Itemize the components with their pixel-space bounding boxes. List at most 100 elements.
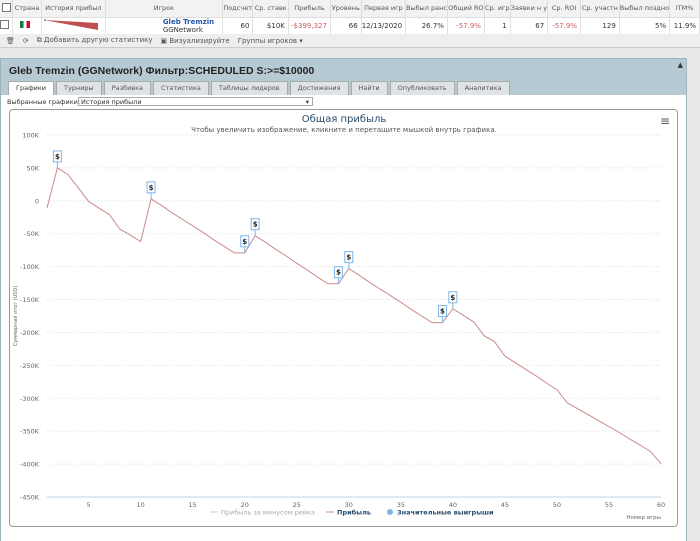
- x-tick-label: 30: [345, 501, 353, 509]
- big-win-dollar-icon: $: [55, 153, 60, 161]
- y-tick-label: -150K: [20, 296, 40, 304]
- y-tick-label: -50K: [24, 230, 40, 238]
- big-win-dollar-icon: $: [149, 184, 154, 192]
- player-groups-dropdown[interactable]: Группы игроков ▾: [237, 36, 303, 45]
- x-tick-label: 5: [87, 501, 91, 509]
- table-row[interactable]: Gleb Tremzin GGNetwork 60 $10K -$399,327 …: [0, 17, 700, 34]
- legend-item[interactable]: Прибыль: [337, 509, 371, 517]
- column-header[interactable]: Общий RO: [447, 0, 485, 18]
- row-checkbox[interactable]: [0, 20, 10, 30]
- tab-1[interactable]: Турниры: [56, 81, 102, 95]
- player-network: GGNetwork: [162, 25, 203, 34]
- column-header[interactable]: Прибыль: [288, 0, 331, 18]
- cell-late-out: 5%: [619, 17, 671, 34]
- select-all-checkbox-cell[interactable]: [0, 0, 14, 18]
- column-header[interactable]: Заявки н у: [510, 0, 549, 18]
- cell-total-roi: -57.9%: [447, 17, 485, 34]
- column-header[interactable]: Первая игр: [361, 0, 407, 18]
- legend-dot-symbol: [387, 509, 393, 515]
- x-tick-label: 10: [137, 501, 145, 509]
- hamburger-icon[interactable]: ≡: [660, 114, 670, 128]
- big-win-flag: [52, 150, 62, 163]
- add-stat-button[interactable]: ⧉ Добавить другую статистику: [36, 36, 153, 44]
- column-header[interactable]: Ср. ROI: [547, 0, 581, 18]
- big-win-flag: [333, 266, 343, 279]
- x-axis-label: Номер игры: [626, 515, 661, 521]
- y-tick-label: -200K: [20, 329, 40, 337]
- column-header[interactable]: История прибыл: [41, 0, 106, 18]
- x-tick-label: 60: [657, 501, 665, 509]
- x-tick-label: 55: [605, 501, 613, 509]
- cell-early-out: 26.7%: [405, 17, 448, 34]
- cell-avg-games: 1: [484, 17, 511, 34]
- x-tick-label: 45: [501, 501, 509, 509]
- tab-7[interactable]: Опубликовать: [389, 81, 455, 95]
- tab-2[interactable]: Разбивка: [103, 81, 152, 95]
- x-tick-label: 25: [293, 501, 301, 509]
- scroll-up-arrow-icon[interactable]: ▲: [677, 61, 683, 69]
- big-win-flag: [146, 181, 156, 194]
- column-header[interactable]: Игрок: [105, 0, 224, 18]
- x-tick-label: 20: [241, 501, 249, 509]
- tab-3[interactable]: Статистика: [153, 81, 209, 95]
- select-all-checkbox[interactable]: [1, 2, 11, 12]
- legend-item[interactable]: Прибыль за минусом рейка: [221, 509, 315, 517]
- y-tick-label: -300K: [20, 395, 40, 403]
- cell-first-game: 12/13/2020: [361, 17, 407, 34]
- column-header[interactable]: Уровень: [330, 0, 362, 18]
- column-header[interactable]: Ср. участн: [580, 0, 620, 18]
- x-tick-label: 40: [449, 501, 457, 509]
- cell-entries: 67: [510, 17, 549, 34]
- trash-icon[interactable]: 🗑: [6, 36, 15, 45]
- big-win-dollar-icon: $: [242, 238, 247, 246]
- big-win-dollar-icon: $: [253, 221, 258, 229]
- player-window: Gleb Tremzin (GGNetwork) Фильтр:SCHEDULE…: [0, 58, 687, 541]
- y-tick-label: 0: [35, 197, 39, 205]
- y-axis-label: Суммарный итог (USD): [12, 286, 19, 346]
- x-tick-label: 50: [553, 501, 561, 509]
- column-header[interactable]: Ср. ставк: [252, 0, 289, 18]
- window-title: Gleb Tremzin (GGNetwork) Фильтр:SCHEDULE…: [9, 65, 315, 77]
- y-tick-label: -450K: [20, 494, 40, 502]
- chart-select[interactable]: История прибыли ▾: [78, 97, 313, 106]
- chart-title: Общая прибыль: [302, 114, 387, 125]
- selected-charts-label: Выбранные графики:: [7, 98, 81, 106]
- cell-level: 66: [330, 17, 362, 34]
- tab-0[interactable]: Графики: [8, 81, 55, 95]
- visualize-button[interactable]: ▣ Визуализируйте: [160, 36, 230, 45]
- chart-panel[interactable]: Общая прибыль Чтобы увеличить изображение…: [9, 109, 678, 527]
- cell-avg-stake: $10K: [252, 17, 289, 34]
- refresh-icon[interactable]: ⟳: [22, 36, 29, 45]
- big-win-flag: [344, 251, 354, 264]
- grid-header-row: Страна История прибыл Игрок Подсчет Ср. став…: [0, 0, 700, 18]
- chart-select-value: История прибыли: [81, 98, 142, 106]
- column-header[interactable]: ITM%: [669, 0, 700, 18]
- cell-avg-roi: -57.9%: [547, 17, 581, 34]
- tab-8[interactable]: Аналитика: [456, 81, 510, 95]
- chart-subtitle: Чтобы увеличить изображение, кликните и …: [191, 126, 497, 134]
- column-header[interactable]: Выбыл ранс: [405, 0, 448, 18]
- column-header[interactable]: Выбыл поздно: [619, 0, 671, 18]
- window-tabs: Графики Турниры Разбивка Статистика Таблицы …: [8, 81, 510, 95]
- y-tick-label: 50K: [26, 164, 39, 172]
- column-header[interactable]: Страна: [12, 0, 42, 18]
- player-name-link[interactable]: Gleb Tremzin: [162, 17, 215, 26]
- x-tick-label: 35: [397, 501, 405, 509]
- tab-6[interactable]: Найти: [350, 81, 388, 95]
- big-win-flag: [250, 218, 260, 231]
- column-header[interactable]: Подсчет: [222, 0, 254, 18]
- y-tick-label: -100K: [20, 263, 40, 271]
- tab-4[interactable]: Таблицы лидеров: [210, 81, 288, 95]
- column-header[interactable]: Ср. игр: [484, 0, 511, 18]
- profit-series-line: [46, 167, 662, 464]
- y-tick-label: -400K: [20, 461, 40, 469]
- legend-item[interactable]: Значительные выигрыши: [397, 509, 494, 517]
- tab-5[interactable]: Достижения: [289, 81, 349, 95]
- big-win-dollar-icon: $: [346, 254, 351, 262]
- cell-itm: 11.9%: [669, 17, 700, 34]
- big-win-flag: [448, 291, 458, 304]
- chevron-down-icon: ▾: [305, 98, 309, 106]
- y-tick-label: -350K: [20, 428, 40, 436]
- big-win-flag: [437, 305, 447, 318]
